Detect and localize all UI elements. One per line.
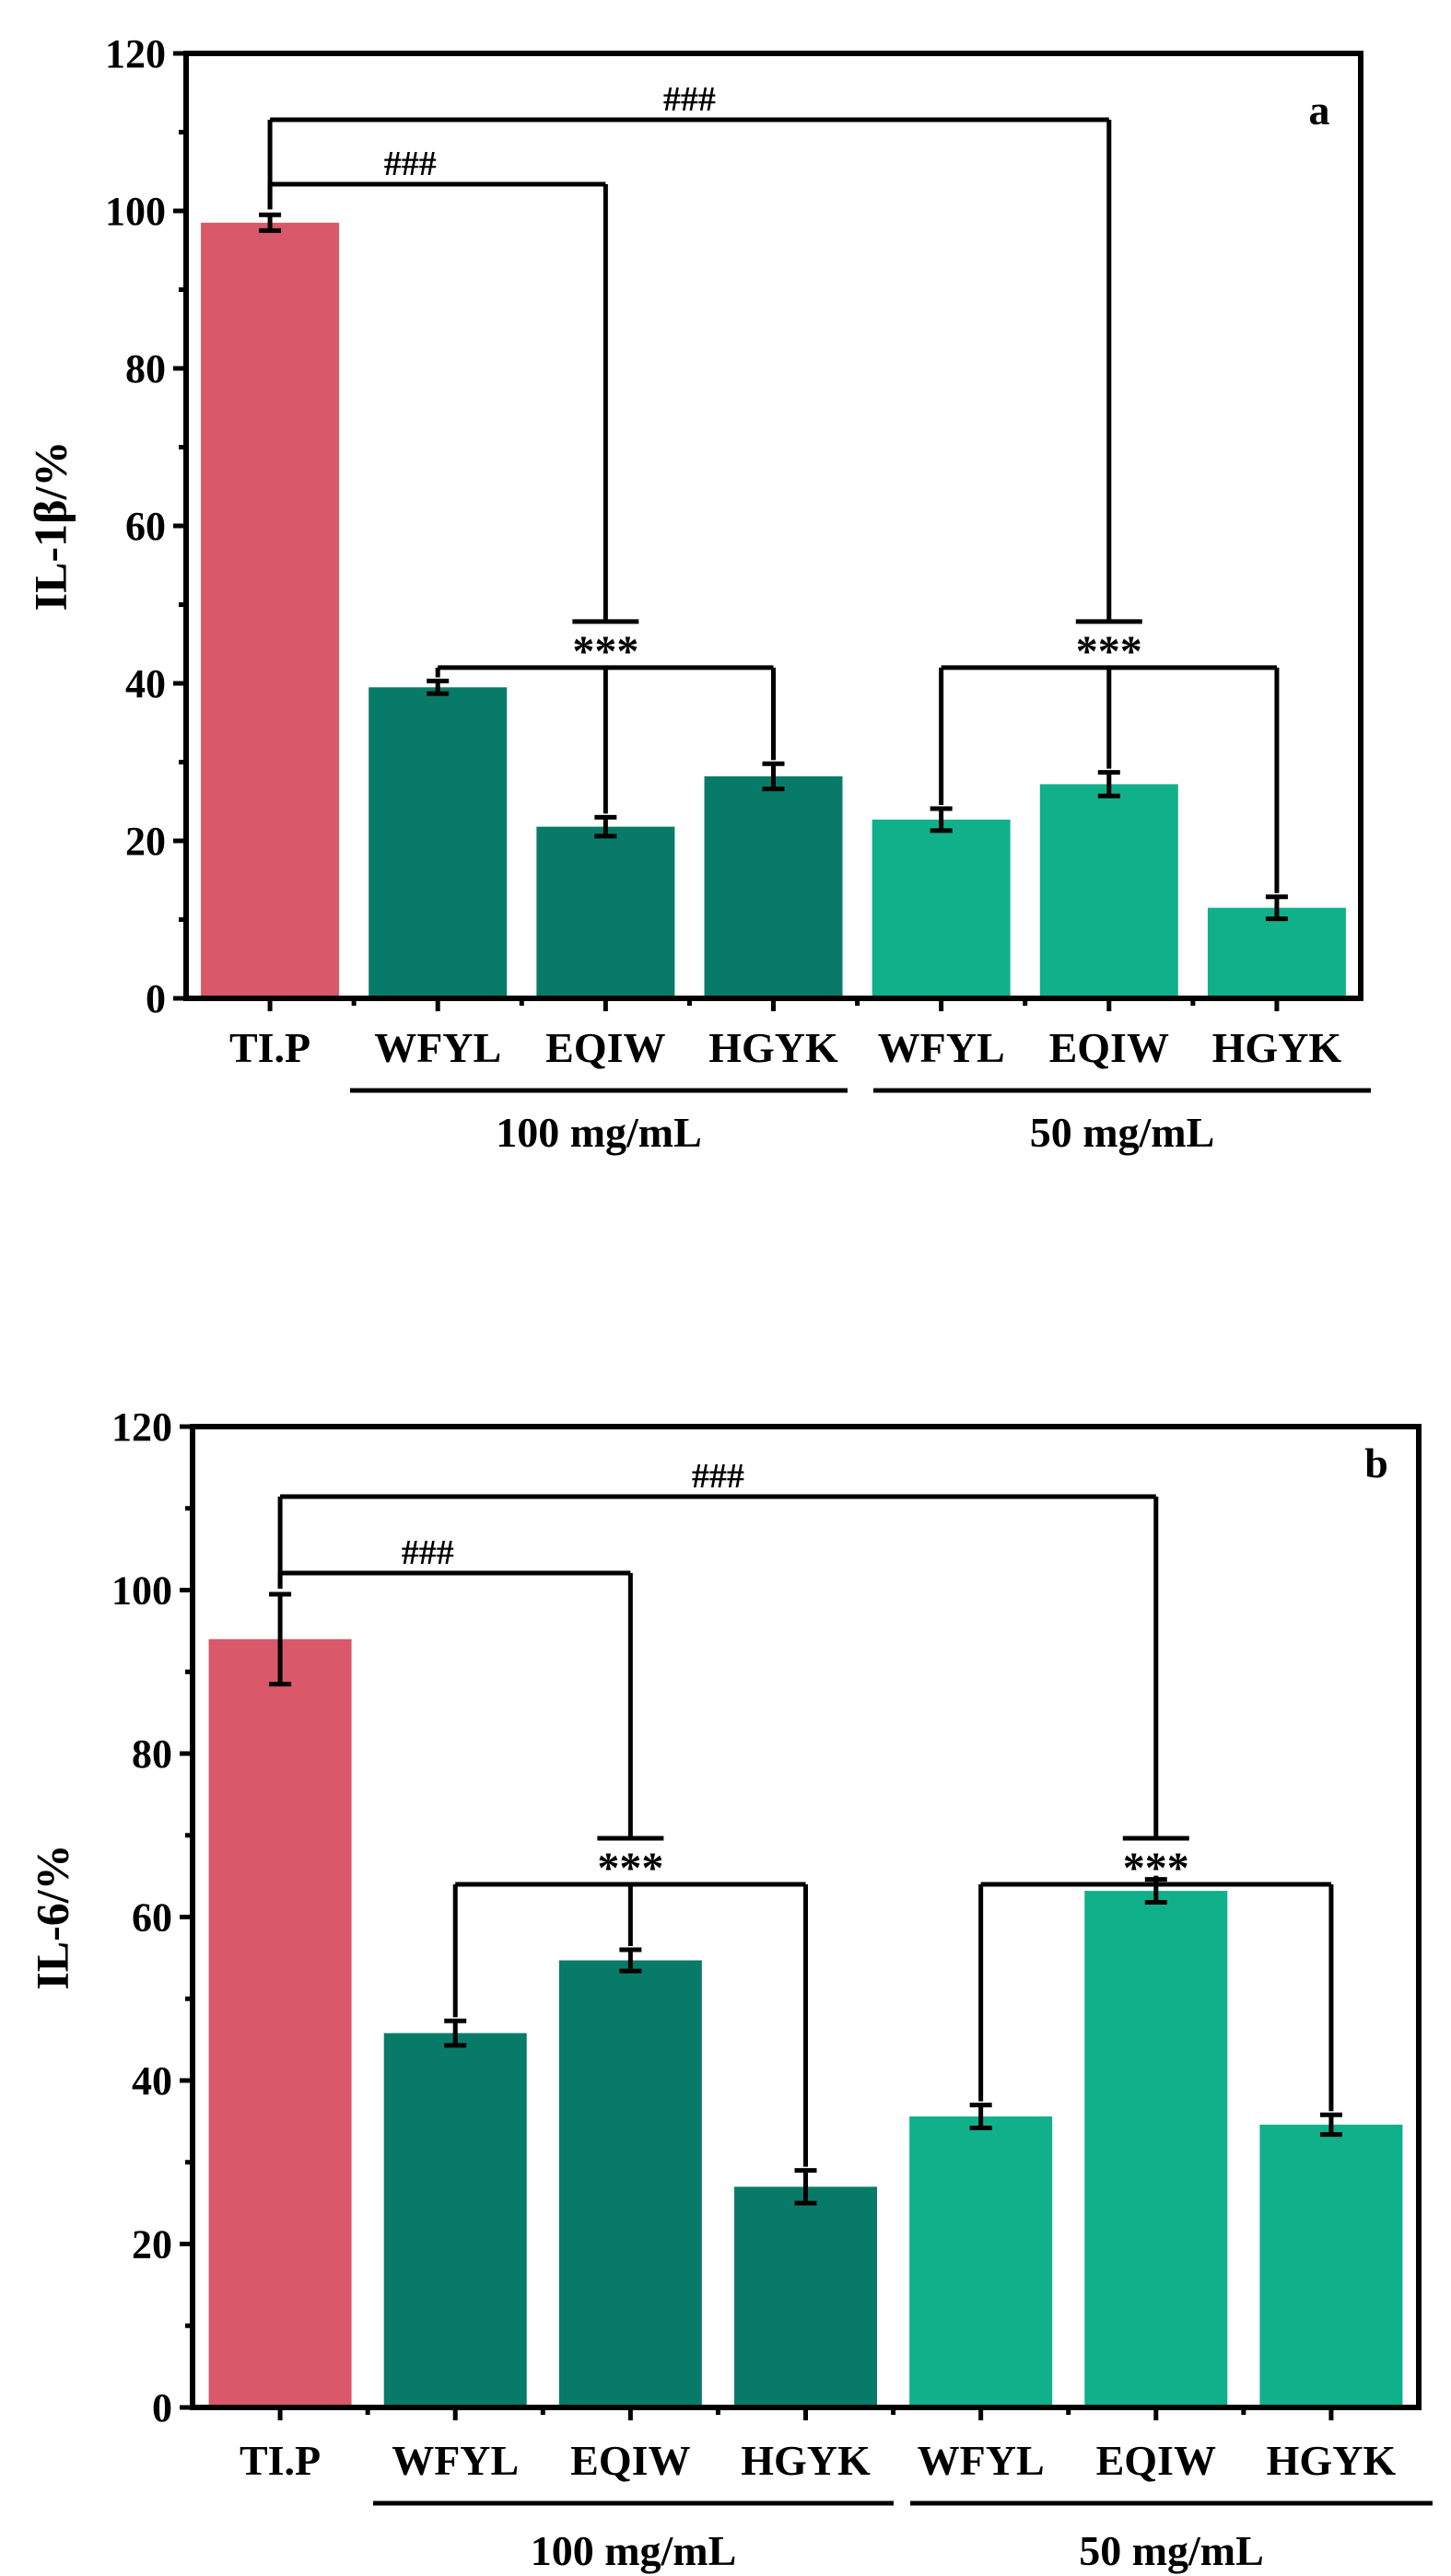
chart-panel-b: 0 20 40 60 80 100 120 TI.P WFYL EQIW HGYK WFYL EQIW H… [26,1405,1433,2574]
pb-bar-1 [383,2033,527,2407]
pa-error-bar-3 [762,761,785,792]
pb-y-tick-label-6: 120 [111,1405,172,1450]
pb-y-tick-label-0: 0 [152,2385,172,2430]
pa-y-tick-label-3: 60 [125,504,166,549]
pb-y-tick-label-4: 80 [132,1731,172,1777]
pa-y-tick-label-0: 0 [146,976,166,1021]
pb-x-tick-label-6: HGYK [1267,2437,1397,2484]
pb-significance-brackets [277,1494,1334,2167]
pb-x-tick-label-0: TI.P [240,2437,321,2484]
pb-y-tick-label-3: 60 [132,1895,172,1941]
pa-y-axis-label: IL-1β/% [24,441,76,612]
pa-y-tick-label-5: 100 [105,189,166,234]
pb-star-label-0: *** [597,1844,663,1893]
pb-y-axis-label: IL-6/% [26,1844,77,1989]
pa-hash-label-0: ### [384,145,437,183]
pa-hash-label-1: ### [663,80,716,119]
pa-error-bar-4 [930,806,953,833]
pb-error-bar-1 [444,2018,467,2048]
pa-bar-3 [704,775,843,998]
pb-bar-6 [1259,2124,1403,2407]
pa-star-label-0: *** [572,627,638,676]
pa-error-bar-0 [259,212,282,233]
pa-x-tick-label-3: HGYK [708,1024,838,1071]
pb-x-tick-label-5: EQIW [1096,2437,1216,2484]
pb-error-bar-0 [269,1591,292,1687]
pb-panel-letter: b [1364,1440,1388,1486]
pb-group-label-1: 50 mg/mL [1079,2527,1264,2574]
pa-panel-letter: a [1309,87,1330,134]
pb-error-bar-4 [969,2103,992,2130]
pb-y-tick-label-5: 100 [111,1568,172,1614]
pb-star-label-1: *** [1123,1844,1189,1893]
pb-error-bar-6 [1319,2112,1342,2138]
pb-group-label-0: 100 mg/mL [531,2527,737,2574]
pa-error-bar-2 [594,814,617,839]
pa-y-tick-label-2: 40 [125,661,166,706]
pa-x-tick-label-4: WFYL [878,1024,1005,1071]
pa-error-bar-6 [1265,894,1288,922]
pa-bar-5 [1039,784,1178,998]
pb-y-tick-label-1: 20 [132,2222,172,2267]
pa-error-bar-1 [427,678,450,696]
chart-panel-a: 0 20 40 60 80 100 120 TI.P WFYL EQIW HGYK WFYL EQIW H… [24,31,1371,1156]
pa-y-tick-label-6: 120 [105,31,166,76]
pa-bar-1 [369,687,508,998]
pa-significance-brackets [267,117,1280,893]
pa-x-tick-label-5: EQIW [1049,1024,1169,1071]
pa-x-tick-label-6: HGYK [1212,1024,1342,1071]
pb-hash-label-0: ### [402,1533,454,1572]
pa-y-tick-label-1: 20 [125,819,166,864]
pa-group-label-1: 50 mg/mL [1030,1109,1215,1156]
pb-x-tick-label-1: WFYL [392,2437,519,2484]
pa-bar-6 [1207,907,1346,998]
pa-bar-0 [201,222,340,998]
pb-hash-label-1: ### [692,1457,744,1496]
pb-x-tick-label-3: HGYK [741,2437,871,2484]
pa-x-tick-label-0: TI.P [229,1024,310,1071]
pa-group-label-0: 100 mg/mL [496,1109,702,1156]
pb-x-tick-label-4: WFYL [918,2437,1045,2484]
pa-x-tick-label-1: WFYL [374,1024,501,1071]
pa-y-tick-label-4: 80 [125,346,166,391]
pa-x-tick-label-2: EQIW [545,1024,665,1071]
pa-error-bar-5 [1097,770,1120,798]
pb-bar-4 [909,2116,1053,2407]
pa-bar-2 [536,826,675,998]
pb-x-tick-label-2: EQIW [570,2437,690,2484]
pb-bar-5 [1084,1891,1228,2407]
pb-bar-3 [734,2186,877,2407]
pb-y-tick-label-2: 40 [132,2058,172,2104]
pb-error-bar-3 [794,2168,817,2206]
pb-error-bar-2 [619,1947,642,1974]
pa-star-label-1: *** [1076,627,1142,676]
pb-bar-0 [208,1638,352,2407]
pb-bar-2 [558,1960,702,2407]
pa-bar-4 [872,819,1011,998]
